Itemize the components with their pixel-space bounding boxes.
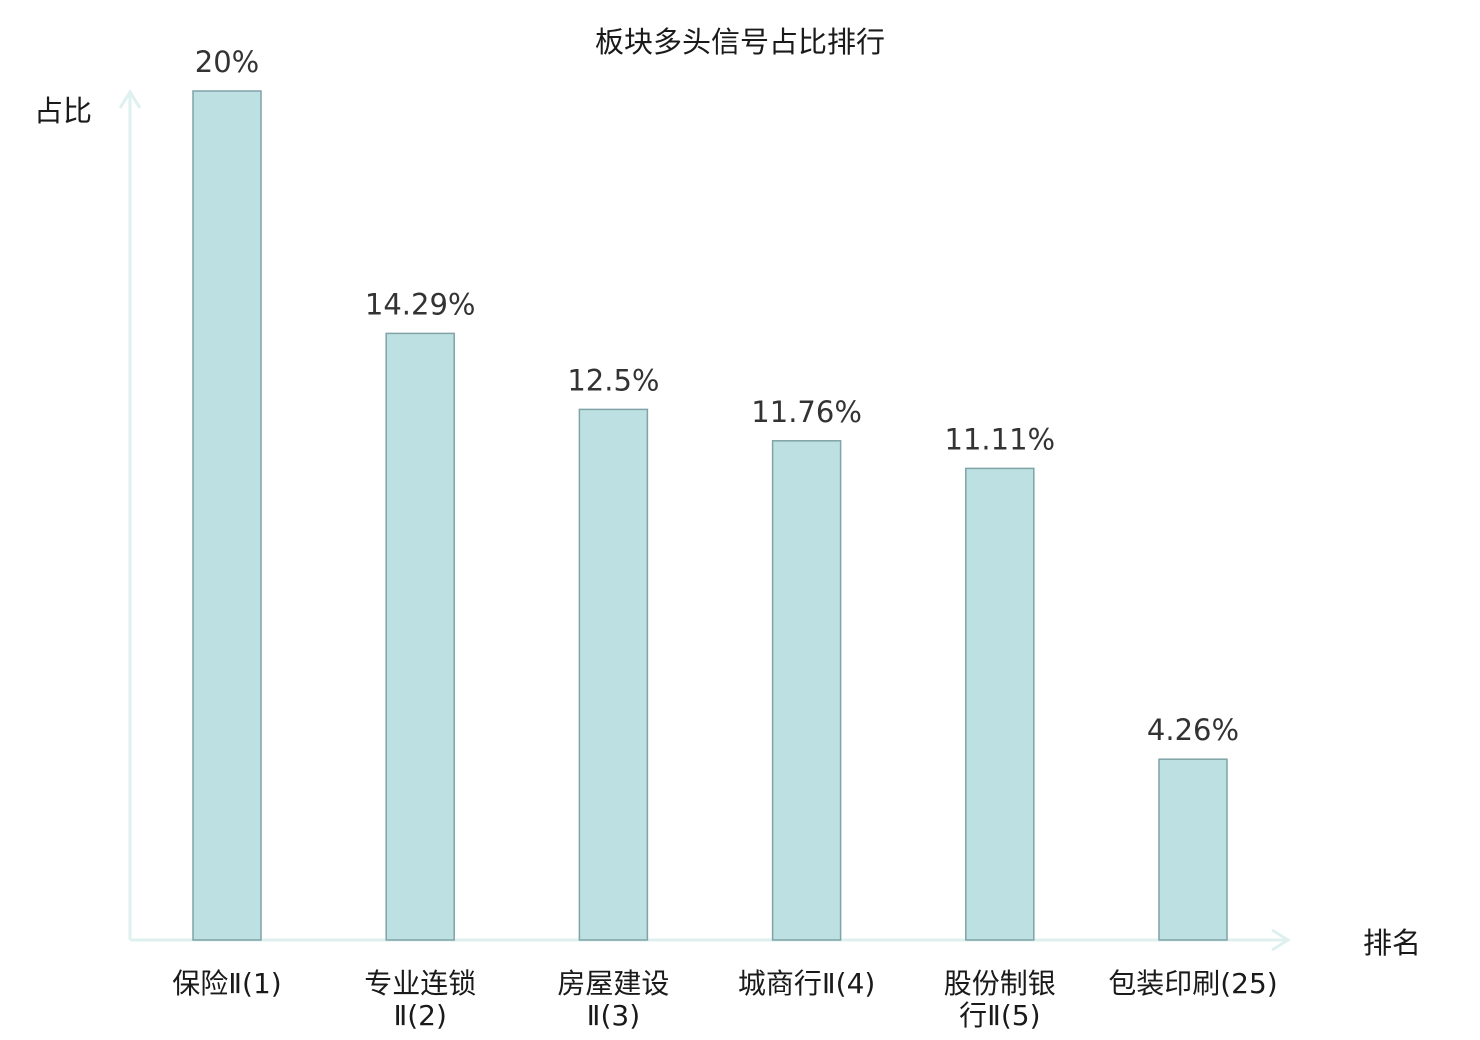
bar bbox=[1158, 758, 1228, 941]
category-label-line: 包装印刷(25) bbox=[1108, 967, 1277, 1000]
category-label-line: 城商行Ⅱ(4) bbox=[738, 967, 875, 1000]
category-label-line: 专业连锁 bbox=[364, 967, 476, 1000]
category-label: 保险Ⅱ(1) bbox=[172, 967, 281, 1000]
bar bbox=[578, 408, 649, 941]
category-label-line: Ⅱ(2) bbox=[393, 999, 446, 1032]
bar bbox=[192, 90, 262, 941]
chart-title: 板块多头信号占比排行 bbox=[595, 25, 885, 59]
y-axis-arrow bbox=[118, 89, 142, 109]
value-label: 11.76% bbox=[751, 395, 862, 429]
value-labels-group: 20% 14.29% 12.5% 11.76% 11.11% 4.26% bbox=[195, 45, 1239, 747]
category-label-line: 股份制银 bbox=[944, 967, 1056, 1000]
y-axis bbox=[118, 89, 142, 940]
category-labels-group: 保险Ⅱ(1) 专业连锁 Ⅱ(2) 房屋建设 Ⅱ(3) 城商行Ⅱ(4) 股份制银行Ⅱ(5) 包装… bbox=[172, 967, 1277, 1032]
category-label: 包装印刷(25) bbox=[1108, 967, 1277, 1000]
x-axis-arrow bbox=[1271, 928, 1291, 952]
bar bbox=[385, 332, 455, 941]
value-label: 11.11% bbox=[945, 422, 1056, 456]
bars-group bbox=[192, 90, 1228, 941]
value-label: 4.26% bbox=[1147, 713, 1239, 747]
bar bbox=[771, 440, 842, 941]
x-axis bbox=[130, 928, 1291, 952]
category-label-line: 行Ⅱ(5) bbox=[959, 999, 1040, 1032]
x-axis-label: 排名 bbox=[1363, 926, 1421, 960]
value-label: 12.5% bbox=[567, 363, 659, 397]
category-label: 房屋建设 Ⅱ(3) bbox=[557, 967, 669, 1032]
category-label: 专业连锁 Ⅱ(2) bbox=[364, 967, 476, 1032]
y-axis-label: 占比 bbox=[34, 94, 92, 128]
category-label: 城商行Ⅱ(4) bbox=[738, 967, 875, 1000]
bar bbox=[965, 467, 1035, 941]
category-label-line: 保险Ⅱ(1) bbox=[172, 967, 281, 1000]
category-label-line: 房屋建设 bbox=[557, 967, 669, 1000]
category-label-line: Ⅱ(3) bbox=[587, 999, 640, 1032]
value-label: 14.29% bbox=[365, 287, 476, 321]
value-label: 20% bbox=[195, 45, 259, 79]
category-label: 股份制银行Ⅱ(5) bbox=[944, 967, 1056, 1032]
